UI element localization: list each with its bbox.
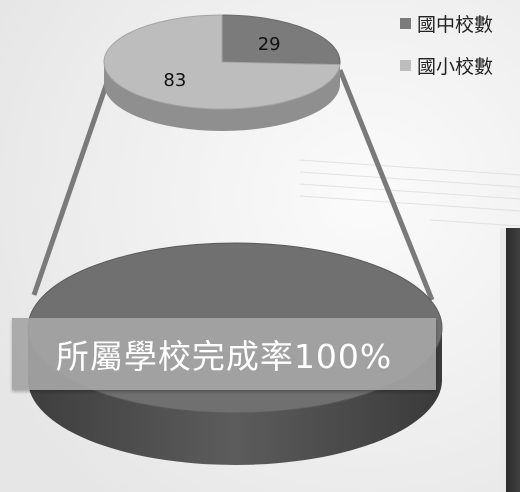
pie-data-label: 29: [258, 34, 281, 55]
chart-legend: 國中校數 國小校數: [400, 8, 493, 92]
pie-data-label: 83: [163, 70, 186, 91]
small-pie: 29 83: [103, 14, 341, 131]
pie-slice: [103, 14, 341, 110]
connector-line-left: [31, 67, 115, 296]
legend-swatch: [400, 17, 411, 29]
legend-label: 國小校數: [417, 55, 494, 78]
legend-item: 國中校數: [400, 8, 493, 38]
legend-swatch: [400, 59, 411, 71]
pie-slice: [221, 14, 341, 66]
connector-line-right: [337, 69, 435, 301]
legend-item: 國小校數: [400, 50, 493, 80]
banner-text: 所屬學校完成率100%: [55, 337, 393, 376]
background-texture: [299, 159, 520, 227]
photo-edge: [500, 228, 520, 492]
legend-label: 國中校數: [417, 13, 494, 36]
completion-banner: 所屬學校完成率100%: [12, 318, 436, 390]
